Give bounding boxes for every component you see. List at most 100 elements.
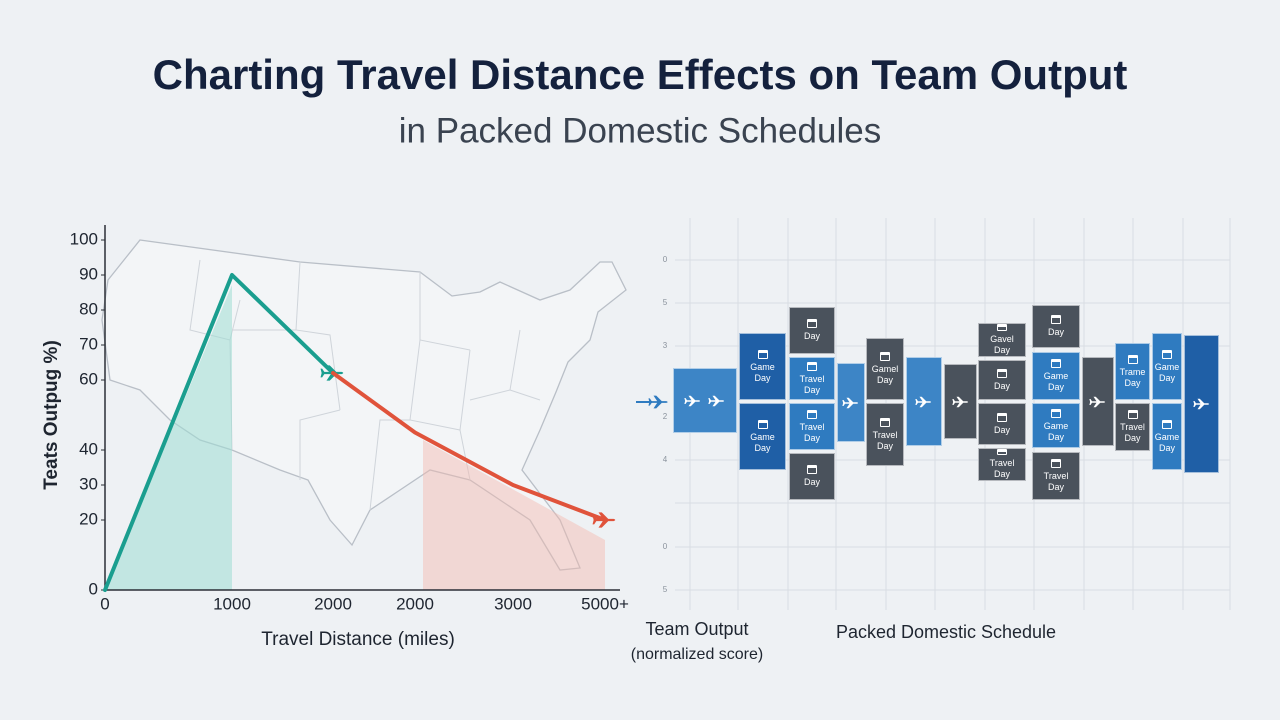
plane-icon <box>842 397 859 408</box>
block-label: Trame Day <box>1119 366 1146 388</box>
subtitle: in Packed Domestic Schedules <box>399 111 881 150</box>
y-tick-label: 60 <box>79 369 98 388</box>
y-tick-label: 100 <box>70 229 98 248</box>
block-label: Travel Day <box>872 429 898 451</box>
schedule-block: Day <box>789 453 835 500</box>
schedule-block: Travel Day <box>789 403 835 450</box>
schedule-block: Day <box>1032 305 1080 348</box>
block-label: Travel Day <box>799 421 825 443</box>
x-tick-label: 5000+ <box>581 594 629 613</box>
schedule-block: Gamel Day <box>866 338 904 400</box>
y-tick-label: 30 <box>79 474 98 493</box>
calendar-icon <box>757 349 768 359</box>
block-label: Travel Day <box>799 373 825 395</box>
schedule-block: Game Day <box>1152 403 1182 470</box>
schedule-axis-label: 0 <box>663 255 668 264</box>
schedule-axis-label: 2 <box>663 412 668 421</box>
calendar-icon <box>807 409 817 419</box>
calendar-icon <box>997 412 1007 422</box>
schedule-block: Game Day <box>1032 352 1080 400</box>
schedule-axis-label: 5 <box>663 585 668 594</box>
block-label: Travel Day <box>1120 422 1145 443</box>
schedule-axis-label: 4 <box>663 455 668 464</box>
block-label: Game Day <box>1154 361 1180 383</box>
schedule-label: Packed Domestic Schedule <box>836 622 1056 642</box>
plane-icon <box>1192 398 1209 410</box>
schedule-block <box>1082 357 1114 446</box>
y-axis-title: Teats Outpug %) <box>41 340 62 490</box>
y-tick-label: 70 <box>79 334 98 353</box>
output-note: (normalized score) <box>631 646 763 663</box>
schedule-block: Travel Day <box>866 403 904 466</box>
y-tick-label: 0 <box>89 579 98 598</box>
highlight-area <box>423 440 605 590</box>
title: Charting Travel Distance Effects on Team… <box>153 51 1128 98</box>
calendar-icon <box>880 352 890 361</box>
plane-icon <box>684 395 701 406</box>
block-label: Game Day <box>750 361 775 383</box>
plane-icon <box>951 396 968 407</box>
plane-icons <box>1192 398 1209 410</box>
calendar-icon <box>807 465 817 474</box>
calendar-icon <box>1127 410 1138 419</box>
x-axis-title: Travel Distance (miles) <box>261 629 455 650</box>
calendar-icon <box>807 361 817 371</box>
series-line <box>103 273 335 592</box>
calendar-icon <box>807 319 817 328</box>
x-tick-label: 2000 <box>314 594 352 613</box>
block-label: Day <box>803 331 820 341</box>
schedule-block: Game Day <box>739 333 786 400</box>
series-line <box>331 371 607 522</box>
block-label: Day <box>993 380 1010 391</box>
plane-icons <box>842 397 859 408</box>
block-label: Game Day <box>1043 371 1069 392</box>
calendar-icon <box>1162 349 1172 359</box>
schedule-block: Gavel Day <box>978 323 1026 357</box>
schedule-block: Travel Day <box>1032 452 1080 500</box>
calendar-icon <box>1051 359 1061 368</box>
block-label: Game Day <box>1154 431 1180 453</box>
schedule-axis-label: 5 <box>663 298 668 307</box>
y-tick-label: 90 <box>79 264 98 283</box>
x-tick-label: 0 <box>100 594 109 613</box>
block-label: Gavel Day <box>990 334 1014 355</box>
block-label: Gamel Day <box>871 364 899 385</box>
plane-icons <box>951 396 968 407</box>
schedule-block: Day <box>978 403 1026 445</box>
schedule-block: Travel Day <box>978 448 1026 481</box>
block-label: Travel Day <box>989 458 1015 479</box>
schedule-block: Trame Day <box>1115 343 1150 400</box>
schedule-block: Travel Day <box>789 357 835 400</box>
plane-icon <box>915 396 932 407</box>
y-tick-label: 20 <box>79 509 98 528</box>
schedule-block <box>837 363 865 442</box>
schedule-axis-label: 3 <box>663 341 668 350</box>
y-tick-label: 40 <box>79 439 98 458</box>
output-label: Team Output <box>645 619 748 639</box>
block-label: Travel Day <box>1043 471 1069 492</box>
schedule-block: Game Day <box>739 403 786 470</box>
block-label: Day <box>1047 327 1064 337</box>
calendar-icon <box>880 417 890 427</box>
schedule-block: Travel Day <box>1115 403 1150 451</box>
plane-icons <box>684 395 725 406</box>
x-tick-label: 2000 <box>396 594 434 613</box>
calendar-icon <box>1051 408 1061 418</box>
schedule-block: Game Day <box>1032 403 1080 448</box>
calendar-icon <box>1162 419 1172 429</box>
block-label: Day <box>993 424 1010 435</box>
schedule-block <box>944 364 977 439</box>
block-label: Game Day <box>1043 420 1069 442</box>
plane-icon <box>1089 396 1106 407</box>
plane-icons <box>1089 396 1106 407</box>
schedule-axis-label: 0 <box>663 542 668 551</box>
schedule-block <box>673 368 737 433</box>
calendar-icon <box>997 449 1007 455</box>
schedule-block <box>1184 335 1219 473</box>
schedule-block: Day <box>978 360 1026 400</box>
plane-icon <box>708 395 725 406</box>
plane-icon <box>648 395 668 409</box>
x-tick-label: 3000 <box>494 594 532 613</box>
